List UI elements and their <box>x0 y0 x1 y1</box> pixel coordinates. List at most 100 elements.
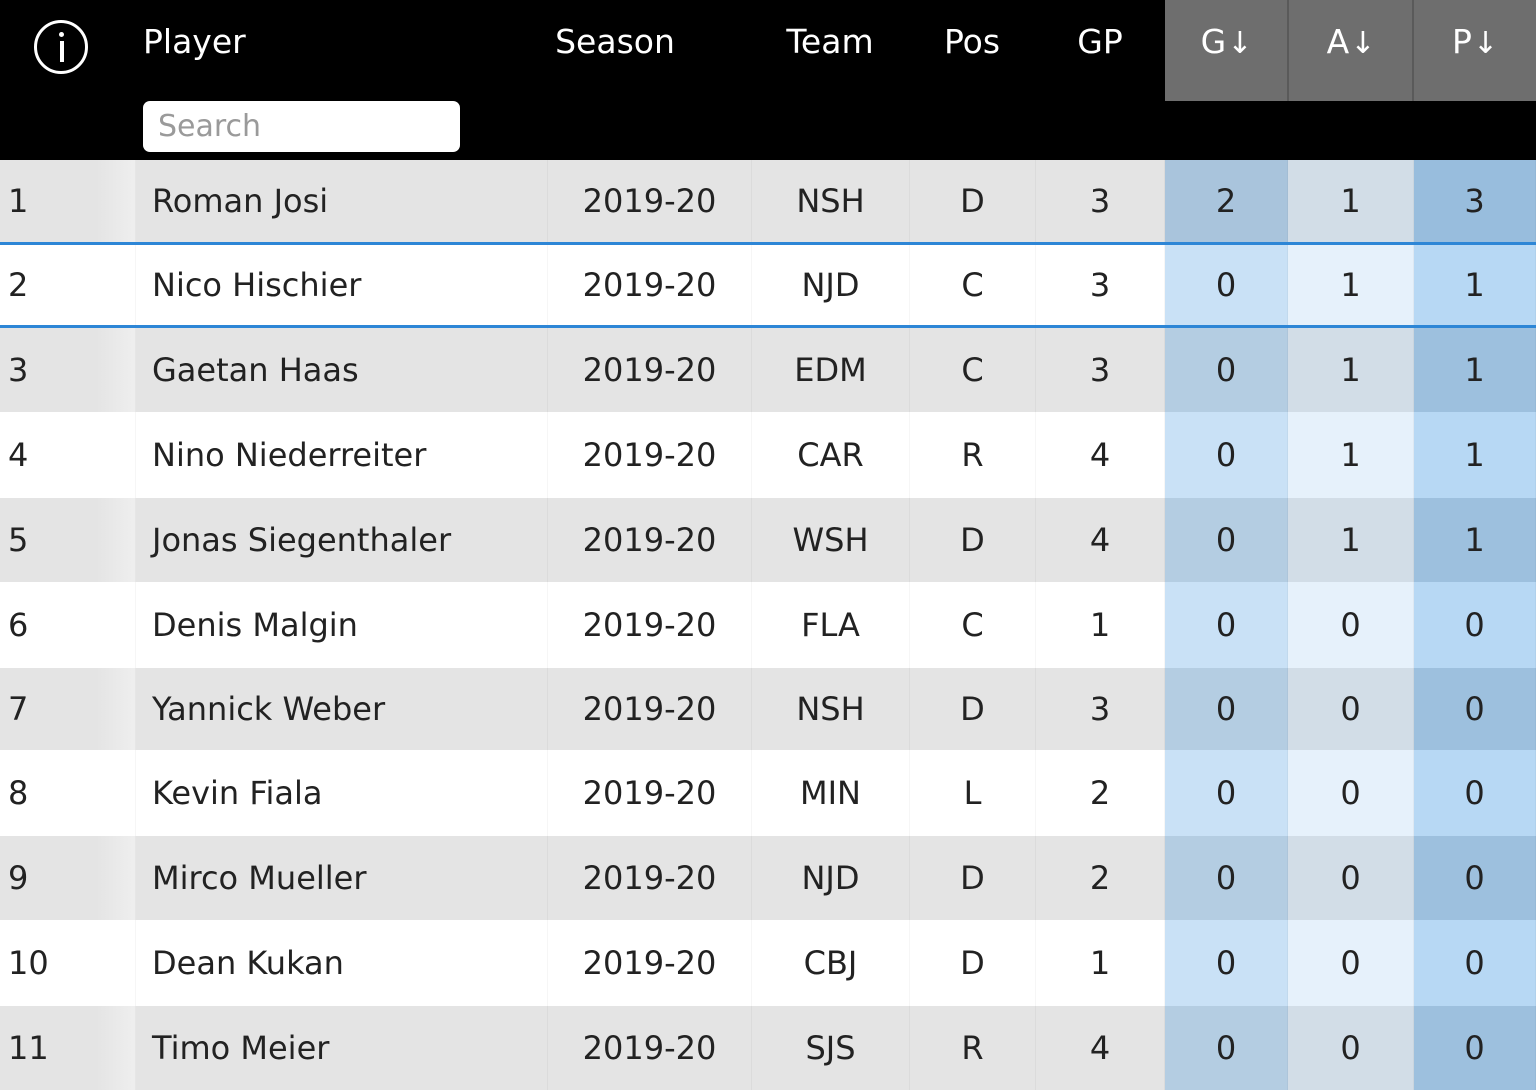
player-name-cell: Dean Kukan <box>136 920 548 1006</box>
games-played-cell: 1 <box>1036 920 1165 1006</box>
column-header-pos[interactable]: Pos <box>943 22 1001 61</box>
assists-cell: 1 <box>1288 245 1414 325</box>
player-search-input[interactable] <box>143 101 460 152</box>
goals-cell: 0 <box>1165 582 1288 668</box>
rank-cell: 9 <box>0 836 136 920</box>
position-cell: R <box>910 1006 1036 1090</box>
season-cell: 2019-20 <box>548 582 752 668</box>
assists-cell: 0 <box>1288 750 1414 836</box>
column-header-player[interactable]: Player <box>143 22 246 61</box>
table-row[interactable]: 6 Denis Malgin 2019-20 FLA C 1 0 0 0 <box>0 582 1536 668</box>
team-cell: NJD <box>752 836 910 920</box>
column-header-season[interactable]: Season <box>555 22 675 61</box>
season-cell: 2019-20 <box>548 245 752 325</box>
team-cell: CBJ <box>752 920 910 1006</box>
row-fade <box>96 1006 136 1090</box>
column-header-a[interactable]: A↓ <box>1289 0 1413 101</box>
table-row[interactable]: 3 Gaetan Haas 2019-20 EDM C 3 0 1 1 <box>0 328 1536 412</box>
points-cell: 3 <box>1414 160 1536 242</box>
assists-cell: 1 <box>1288 412 1414 498</box>
games-played-cell: 3 <box>1036 160 1165 242</box>
season-cell: 2019-20 <box>548 750 752 836</box>
row-fade <box>96 582 136 668</box>
rank-cell: 6 <box>0 582 136 668</box>
table-row[interactable]: 5 Jonas Siegenthaler 2019-20 WSH D 4 0 1 1 <box>0 498 1536 582</box>
games-played-cell: 2 <box>1036 836 1165 920</box>
games-played-cell: 4 <box>1036 412 1165 498</box>
season-cell: 2019-20 <box>548 412 752 498</box>
team-cell: FLA <box>752 582 910 668</box>
season-cell: 2019-20 <box>548 836 752 920</box>
column-header-team[interactable]: Team <box>786 22 874 61</box>
team-cell: CAR <box>752 412 910 498</box>
column-header-g[interactable]: G↓ <box>1165 0 1288 101</box>
goals-cell: 0 <box>1165 412 1288 498</box>
column-header-g-label: G <box>1200 22 1227 61</box>
assists-cell: 0 <box>1288 668 1414 750</box>
table-row[interactable]: 9 Mirco Mueller 2019-20 NJD D 2 0 0 0 <box>0 836 1536 920</box>
games-played-cell: 3 <box>1036 328 1165 412</box>
goals-cell: 0 <box>1165 498 1288 582</box>
position-cell: D <box>910 160 1036 242</box>
season-cell: 2019-20 <box>548 160 752 242</box>
goals-cell: 0 <box>1165 245 1288 325</box>
team-cell: MIN <box>752 750 910 836</box>
position-cell: R <box>910 412 1036 498</box>
points-cell: 1 <box>1414 245 1536 325</box>
table-header: Player Season Team Pos GP G↓ A↓ P↓ <box>0 0 1536 160</box>
player-name-cell: Nino Niederreiter <box>136 412 548 498</box>
points-cell: 0 <box>1414 1006 1536 1090</box>
position-cell: D <box>910 668 1036 750</box>
assists-cell: 1 <box>1288 160 1414 242</box>
table-row[interactable]: 8 Kevin Fiala 2019-20 MIN L 2 0 0 0 <box>0 750 1536 836</box>
team-cell: WSH <box>752 498 910 582</box>
player-name-cell: Mirco Mueller <box>136 836 548 920</box>
assists-cell: 0 <box>1288 1006 1414 1090</box>
games-played-cell: 3 <box>1036 245 1165 325</box>
row-fade <box>96 160 136 242</box>
row-fade <box>96 498 136 582</box>
info-icon[interactable] <box>34 20 88 74</box>
season-cell: 2019-20 <box>548 668 752 750</box>
season-cell: 2019-20 <box>548 1006 752 1090</box>
sort-down-arrow-icon: ↓ <box>1227 26 1253 61</box>
assists-cell: 0 <box>1288 920 1414 1006</box>
player-name-cell: Nico Hischier <box>136 245 548 325</box>
rank-cell: 4 <box>0 412 136 498</box>
table-row[interactable]: 10 Dean Kukan 2019-20 CBJ D 1 0 0 0 <box>0 920 1536 1006</box>
games-played-cell: 1 <box>1036 582 1165 668</box>
assists-cell: 0 <box>1288 836 1414 920</box>
position-cell: C <box>910 582 1036 668</box>
table-row[interactable]: 1 Roman Josi 2019-20 NSH D 3 2 1 3 <box>0 160 1536 242</box>
column-header-p[interactable]: P↓ <box>1414 0 1536 101</box>
header-divider <box>1412 0 1414 101</box>
team-cell: NJD <box>752 245 910 325</box>
table-row[interactable]: 7 Yannick Weber 2019-20 NSH D 3 0 0 0 <box>0 668 1536 750</box>
points-cell: 1 <box>1414 412 1536 498</box>
player-name-cell: Gaetan Haas <box>136 328 548 412</box>
position-cell: D <box>910 836 1036 920</box>
goals-cell: 0 <box>1165 836 1288 920</box>
table-row[interactable]: 11 Timo Meier 2019-20 SJS R 4 0 0 0 <box>0 1006 1536 1090</box>
position-cell: D <box>910 920 1036 1006</box>
row-fade <box>96 245 136 325</box>
sort-down-arrow-icon: ↓ <box>1350 26 1376 61</box>
points-cell: 0 <box>1414 920 1536 1006</box>
row-fade <box>96 920 136 1006</box>
position-cell: L <box>910 750 1036 836</box>
goals-cell: 2 <box>1165 160 1288 242</box>
assists-cell: 1 <box>1288 498 1414 582</box>
column-header-p-label: P <box>1451 22 1472 61</box>
rank-cell: 10 <box>0 920 136 1006</box>
season-cell: 2019-20 <box>548 498 752 582</box>
table-row[interactable]: 4 Nino Niederreiter 2019-20 CAR R 4 0 1 1 <box>0 412 1536 498</box>
points-cell: 0 <box>1414 750 1536 836</box>
player-name-cell: Jonas Siegenthaler <box>136 498 548 582</box>
table-row[interactable]: 2 Nico Hischier 2019-20 NJD C 3 0 1 1 <box>0 242 1536 328</box>
row-fade <box>96 836 136 920</box>
team-cell: NSH <box>752 160 910 242</box>
team-cell: EDM <box>752 328 910 412</box>
column-header-gp[interactable]: GP <box>1077 22 1123 61</box>
points-cell: 0 <box>1414 836 1536 920</box>
position-cell: C <box>910 328 1036 412</box>
